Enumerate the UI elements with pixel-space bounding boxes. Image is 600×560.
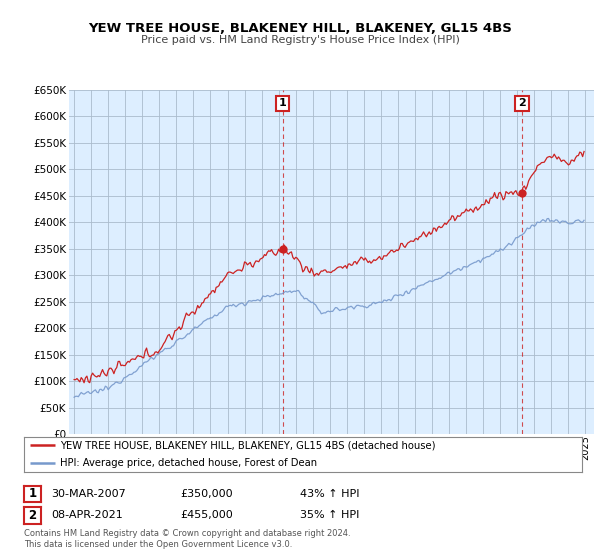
- Text: £350,000: £350,000: [180, 489, 233, 499]
- Text: 43% ↑ HPI: 43% ↑ HPI: [300, 489, 359, 499]
- Text: Contains HM Land Registry data © Crown copyright and database right 2024.: Contains HM Land Registry data © Crown c…: [24, 529, 350, 538]
- Text: 2: 2: [28, 508, 37, 522]
- Text: YEW TREE HOUSE, BLAKENEY HILL, BLAKENEY, GL15 4BS: YEW TREE HOUSE, BLAKENEY HILL, BLAKENEY,…: [88, 22, 512, 35]
- Text: HPI: Average price, detached house, Forest of Dean: HPI: Average price, detached house, Fore…: [60, 458, 317, 468]
- Text: £455,000: £455,000: [180, 510, 233, 520]
- Text: YEW TREE HOUSE, BLAKENEY HILL, BLAKENEY, GL15 4BS (detached house): YEW TREE HOUSE, BLAKENEY HILL, BLAKENEY,…: [60, 441, 436, 450]
- Text: 1: 1: [28, 487, 37, 501]
- Text: Price paid vs. HM Land Registry's House Price Index (HPI): Price paid vs. HM Land Registry's House …: [140, 35, 460, 45]
- Text: 08-APR-2021: 08-APR-2021: [51, 510, 123, 520]
- Text: 35% ↑ HPI: 35% ↑ HPI: [300, 510, 359, 520]
- Text: This data is licensed under the Open Government Licence v3.0.: This data is licensed under the Open Gov…: [24, 540, 292, 549]
- Text: 1: 1: [279, 99, 287, 109]
- Text: 30-MAR-2007: 30-MAR-2007: [51, 489, 126, 499]
- Text: 2: 2: [518, 99, 526, 109]
